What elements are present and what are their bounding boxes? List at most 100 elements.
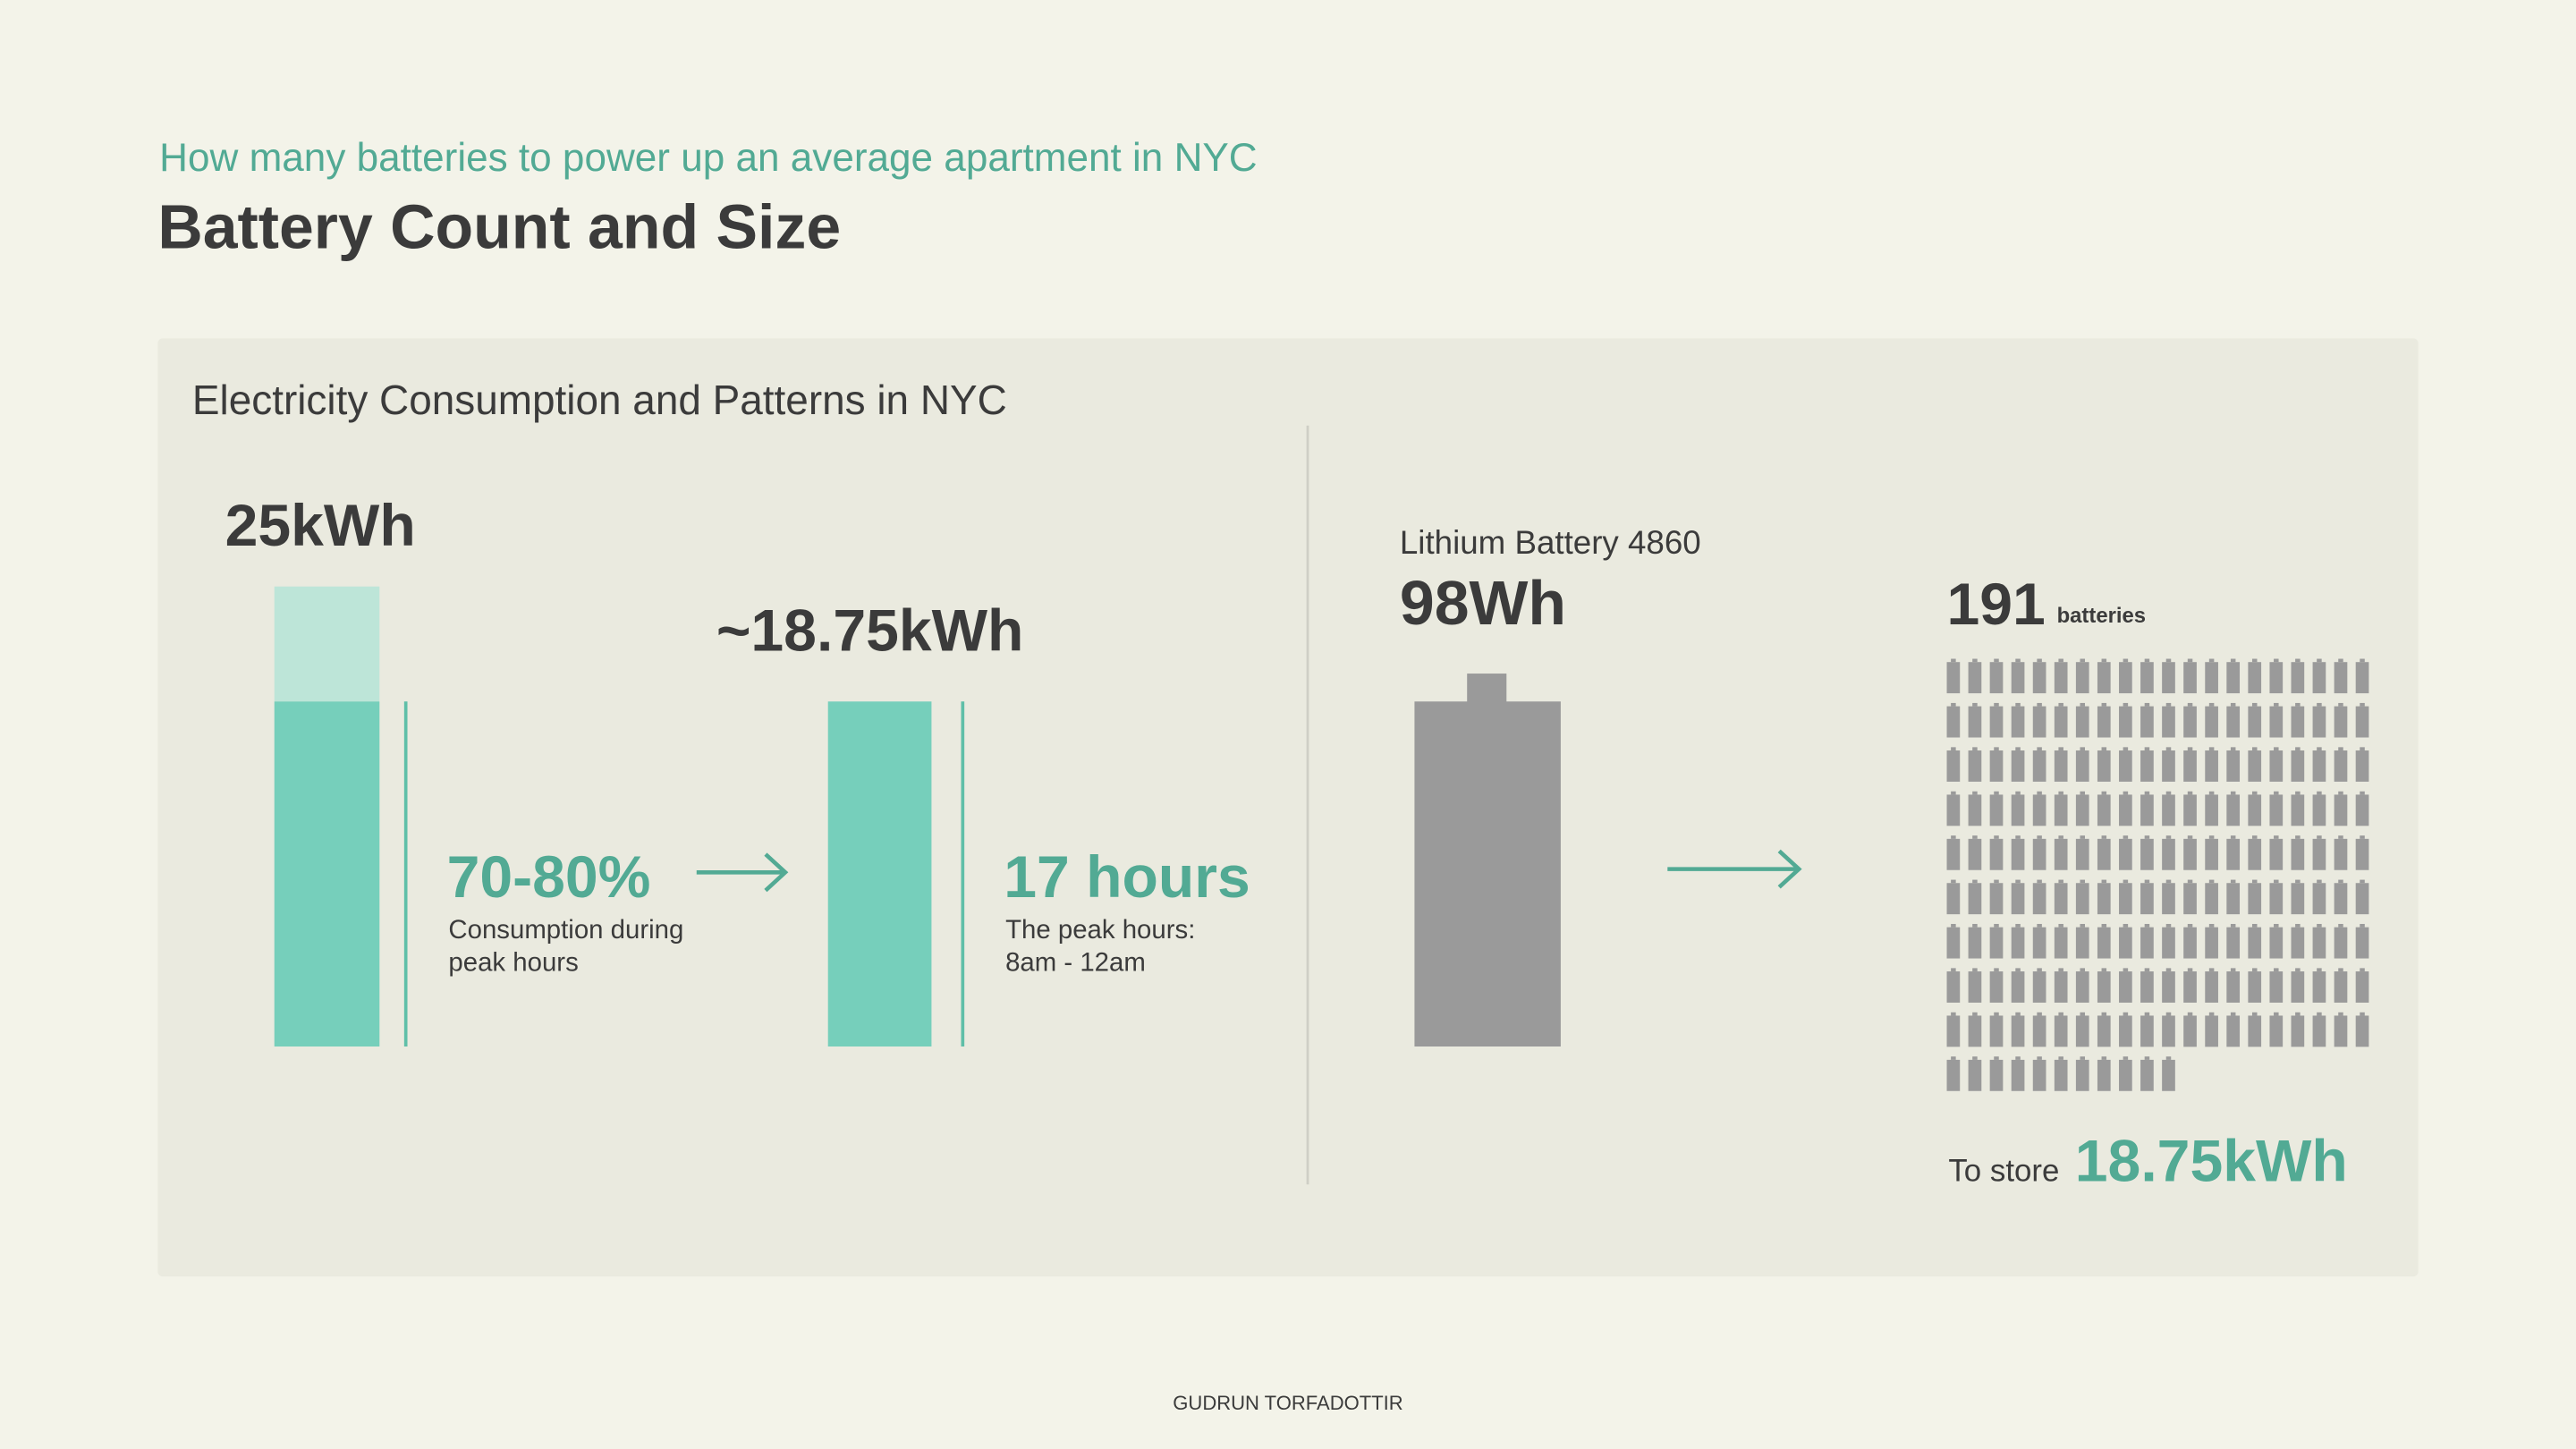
total-bar-top: [274, 586, 380, 702]
battery-name: Lithium Battery 4860: [1400, 524, 1701, 561]
battery-icon: [2291, 658, 2305, 694]
battery-icon: [1989, 923, 2004, 959]
battery-icon: [1989, 879, 2004, 915]
battery-icon: [2162, 791, 2175, 826]
battery-icon: [2312, 923, 2326, 959]
battery-icon: [2011, 1056, 2025, 1091]
battery-icon: [2355, 1012, 2369, 1047]
title: Battery Count and Size: [157, 191, 841, 261]
hours-caption: 8am - 12am: [1005, 948, 1146, 978]
store-prefix: To store: [1948, 1154, 2059, 1189]
battery-icon: [2205, 702, 2218, 738]
battery-icon: [2269, 835, 2284, 870]
battery-icon: [2119, 923, 2132, 959]
battery-icon: [2097, 1056, 2111, 1091]
battery-icon: [2183, 968, 2197, 1003]
battery-icon: [2183, 658, 2197, 694]
share-caption: peak hours: [448, 948, 578, 978]
battery-icon: [2075, 1012, 2089, 1047]
battery-icon: [2226, 879, 2241, 915]
arrow: [1667, 849, 1802, 889]
battery-icon: [2054, 791, 2068, 826]
battery-icon: [2355, 658, 2369, 694]
battery-icon: [2183, 702, 2197, 738]
battery-icon: [2312, 747, 2326, 782]
battery-icon: [2312, 835, 2326, 870]
battery-icon: [1946, 747, 1961, 782]
battery-icon: [2183, 835, 2197, 870]
panel-title: Electricity Consumption and Patterns in …: [192, 377, 1007, 423]
battery-icon: [2226, 968, 2241, 1003]
battery-icon: [2312, 968, 2326, 1003]
battery-icon: [2269, 702, 2284, 738]
battery-icon: [2011, 791, 2025, 826]
battery-icon: [1989, 747, 2004, 782]
battery-icon: [2032, 1012, 2046, 1047]
battery-icon: [1968, 702, 1982, 738]
share-caption: Consumption during: [448, 915, 683, 945]
battery-icon: [2054, 747, 2068, 782]
battery-icon: [2226, 835, 2241, 870]
battery-icon: [2075, 702, 2089, 738]
battery-icon: [2075, 747, 2089, 782]
battery-icon: [1989, 1056, 2004, 1091]
battery-icon: [2334, 747, 2348, 782]
battery-icon: [2162, 1056, 2175, 1091]
battery-icon: [1946, 1056, 1961, 1091]
battery-icon: [2140, 791, 2154, 826]
peak-label: ~18.75kWh: [716, 597, 1024, 664]
battery-icon: [2032, 791, 2046, 826]
battery-icon: [2248, 658, 2262, 694]
battery-icon: [2248, 968, 2262, 1003]
battery-icon: [2140, 1012, 2154, 1047]
battery-icon: [2269, 923, 2284, 959]
battery-icon: [2075, 791, 2089, 826]
battery-icon: [2226, 1012, 2241, 1047]
battery-icon: [2291, 791, 2305, 826]
battery-icon: [2205, 1012, 2218, 1047]
count-unit: batteries: [2057, 604, 2146, 628]
battery-capacity: 98Wh: [1400, 568, 1566, 638]
battery-icon: [2032, 702, 2046, 738]
battery-icon: [2248, 1012, 2262, 1047]
battery-icon: [2054, 702, 2068, 738]
battery-icon: [2355, 791, 2369, 826]
battery-icon: [2011, 747, 2025, 782]
battery-icon: [1968, 968, 1982, 1003]
battery-icon: [2011, 658, 2025, 694]
battery-icon: [2032, 879, 2046, 915]
battery-icon: [2205, 923, 2218, 959]
hours-caption: The peak hours:: [1005, 915, 1195, 945]
battery-icon: [2334, 879, 2348, 915]
battery-icon: [2097, 879, 2111, 915]
battery-icon: [2248, 702, 2262, 738]
battery-icon: [2119, 702, 2132, 738]
battery-icon: [2226, 702, 2241, 738]
battery-icon: [2032, 923, 2046, 959]
battery-icon: [2140, 835, 2154, 870]
battery-icon: [2054, 879, 2068, 915]
battery-icon: [2162, 835, 2175, 870]
subtitle: How many batteries to power up an averag…: [159, 136, 1257, 180]
battery-icon: [2140, 702, 2154, 738]
battery-icon: [2291, 879, 2305, 915]
battery-icon: [1946, 968, 1961, 1003]
battery-icon: [2075, 658, 2089, 694]
battery-icon: [2097, 658, 2111, 694]
battery-icon: [2334, 923, 2348, 959]
battery-icon: [2205, 791, 2218, 826]
battery-icon: [2140, 658, 2154, 694]
battery-icon: [1946, 923, 1961, 959]
battery-icon: [1968, 791, 1982, 826]
battery-icon: [2011, 1012, 2025, 1047]
battery-icon: [2075, 1056, 2089, 1091]
battery-icon: [2075, 968, 2089, 1003]
battery-icon: [2119, 658, 2132, 694]
store-value: 18.75kWh: [2075, 1129, 2348, 1195]
battery-icon: [1989, 658, 2004, 694]
battery-icon: [2248, 747, 2262, 782]
battery-icon: [2140, 1056, 2154, 1091]
battery-icon: [2334, 791, 2348, 826]
battery-icon: [2248, 791, 2262, 826]
panel: [157, 338, 2419, 1277]
